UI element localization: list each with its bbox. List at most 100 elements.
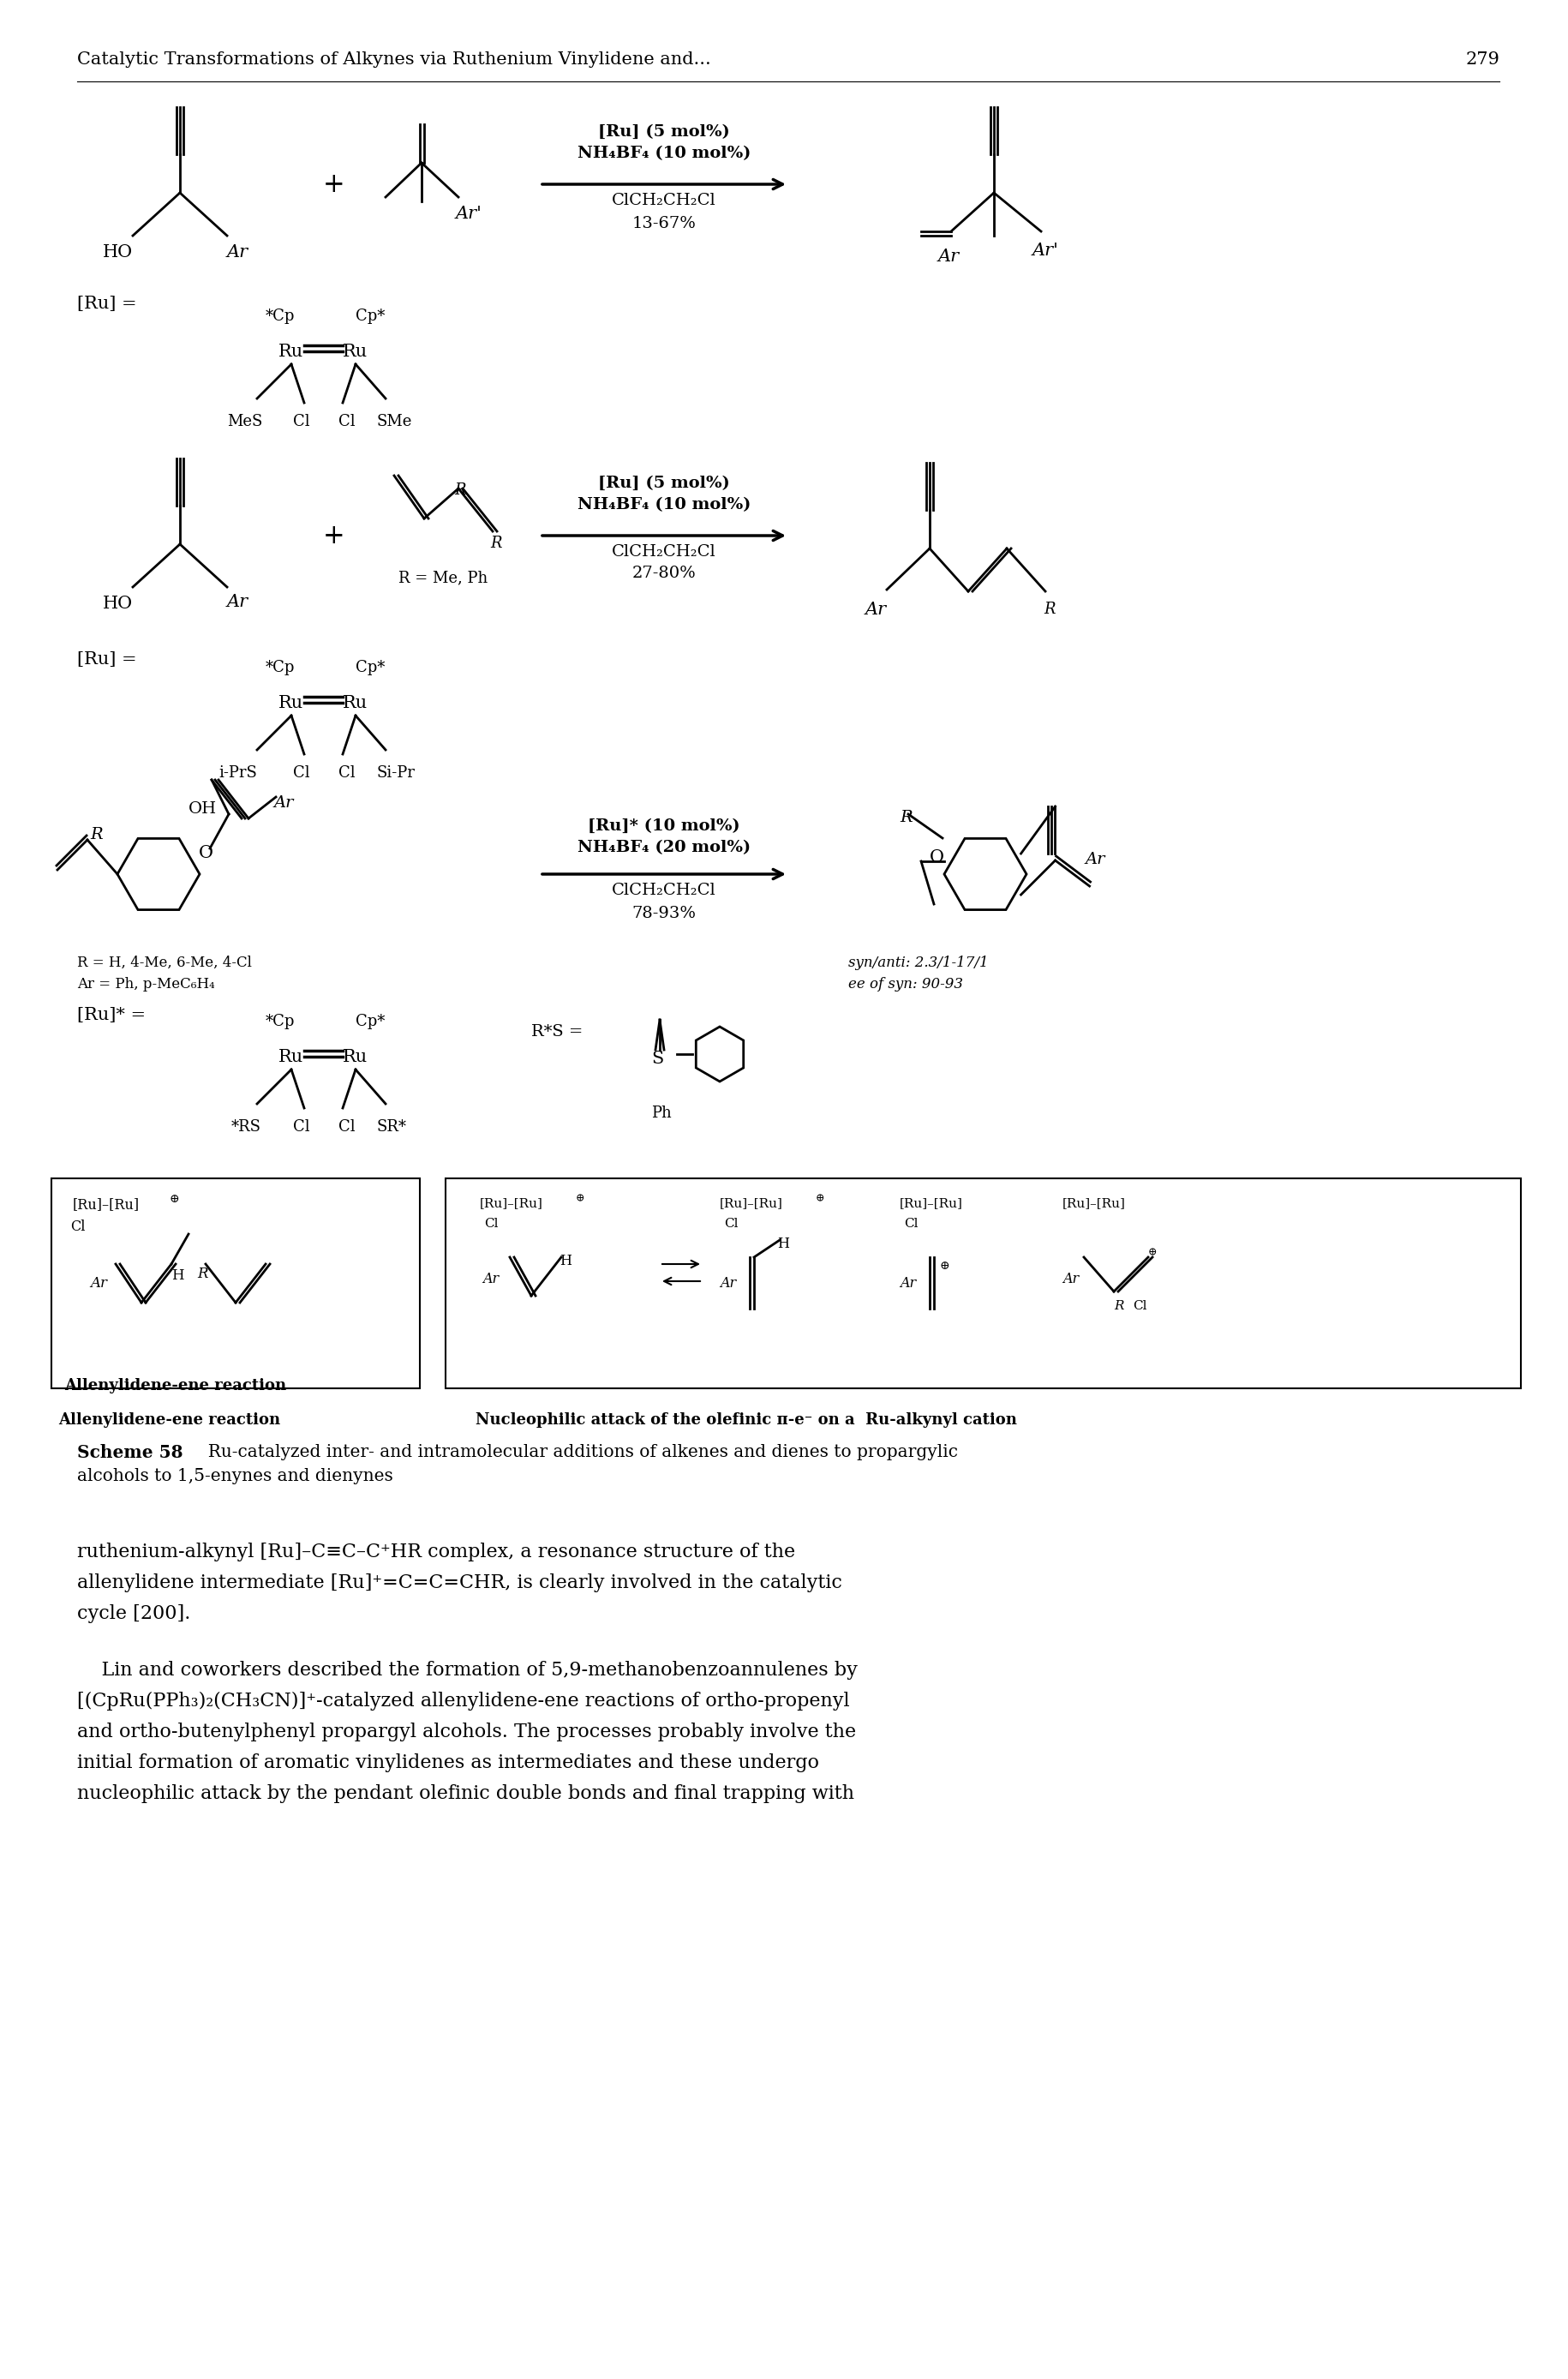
- Text: R = Me, Ph: R = Me, Ph: [398, 571, 488, 585]
- Text: Ar': Ar': [1032, 243, 1058, 259]
- Text: *Cp: *Cp: [265, 1013, 295, 1030]
- Text: R*S =: R*S =: [532, 1023, 583, 1040]
- Text: Cl: Cl: [293, 1118, 310, 1135]
- Text: H: H: [560, 1254, 571, 1268]
- Text: ⊕: ⊕: [815, 1192, 825, 1204]
- Text: initial formation of aromatic vinylidenes as intermediates and these undergo: initial formation of aromatic vinylidene…: [77, 1753, 818, 1772]
- Text: Ar: Ar: [89, 1275, 107, 1289]
- Text: Cl: Cl: [723, 1218, 739, 1230]
- Text: Ru: Ru: [342, 695, 367, 711]
- Text: [Ru]–[Ru]: [Ru]–[Ru]: [480, 1197, 543, 1209]
- Text: ClCH₂CH₂Cl: ClCH₂CH₂Cl: [612, 545, 717, 559]
- Text: Ru: Ru: [278, 695, 303, 711]
- Text: OH: OH: [188, 802, 216, 816]
- Text: [Ru]–[Ru]: [Ru]–[Ru]: [720, 1197, 782, 1209]
- Text: 78-93%: 78-93%: [632, 906, 696, 921]
- Text: 13-67%: 13-67%: [632, 216, 696, 231]
- Text: [Ru]* =: [Ru]* =: [77, 1006, 146, 1023]
- Text: R: R: [898, 809, 911, 826]
- Text: ⊕: ⊕: [1148, 1247, 1157, 1258]
- Text: ClCH₂CH₂Cl: ClCH₂CH₂Cl: [612, 193, 717, 209]
- Text: Ru: Ru: [278, 343, 303, 359]
- Text: MeS: MeS: [227, 414, 262, 428]
- Text: Ar: Ar: [938, 247, 960, 264]
- Text: [Ru] (5 mol%): [Ru] (5 mol%): [597, 476, 729, 490]
- Text: Ar: Ar: [898, 1275, 916, 1289]
- Text: [Ru]–[Ru]: [Ru]–[Ru]: [1062, 1197, 1126, 1209]
- Text: Cl: Cl: [71, 1220, 85, 1235]
- Text: [Ru] (5 mol%): [Ru] (5 mol%): [597, 124, 729, 140]
- Text: alcohols to 1,5-enynes and dienynes: alcohols to 1,5-enynes and dienynes: [77, 1468, 394, 1484]
- Text: ee of syn: 90-93: ee of syn: 90-93: [848, 978, 963, 992]
- Text: [Ru]–[Ru]: [Ru]–[Ru]: [72, 1197, 140, 1211]
- Text: Ar: Ar: [1062, 1270, 1079, 1287]
- Text: Cp*: Cp*: [356, 309, 384, 324]
- Text: R = H, 4-Me, 6-Me, 4-Cl: R = H, 4-Me, 6-Me, 4-Cl: [77, 956, 251, 971]
- Text: Ar': Ar': [456, 205, 481, 221]
- Text: Cl: Cl: [293, 766, 310, 780]
- Text: ⊕: ⊕: [575, 1192, 585, 1204]
- Text: Allenylidene-ene reaction: Allenylidene-ene reaction: [58, 1413, 281, 1427]
- Text: NH₄BF₄ (20 mol%): NH₄BF₄ (20 mol%): [577, 840, 750, 856]
- Text: Nucleophilic attack of the olefinic π-e⁻ on a  Ru-alkynyl cation: Nucleophilic attack of the olefinic π-e⁻…: [475, 1413, 1016, 1427]
- Text: Scheme 58: Scheme 58: [77, 1444, 183, 1461]
- Text: [Ru]* (10 mol%): [Ru]* (10 mol%): [588, 818, 740, 835]
- Text: ⊕: ⊕: [169, 1192, 179, 1204]
- Text: HO: HO: [103, 595, 133, 611]
- Text: NH₄BF₄ (10 mol%): NH₄BF₄ (10 mol%): [577, 497, 751, 511]
- Text: +: +: [323, 523, 345, 550]
- Text: Si-Pr: Si-Pr: [376, 766, 416, 780]
- Text: [Ru]–[Ru]: [Ru]–[Ru]: [898, 1197, 963, 1209]
- Text: O: O: [199, 845, 213, 861]
- Bar: [445, 1178, 1519, 1389]
- Text: Ph: Ph: [651, 1106, 671, 1121]
- Text: O: O: [930, 849, 944, 866]
- Text: Cl: Cl: [485, 1218, 499, 1230]
- Text: SMe: SMe: [376, 414, 412, 428]
- Text: ⊕: ⊕: [939, 1261, 949, 1273]
- Text: R: R: [453, 483, 466, 497]
- Text: [Ru] =: [Ru] =: [77, 652, 136, 668]
- Text: [(CpRu(PPh₃)₂(CH₃CN)]⁺-catalyzed allenylidene-ene reactions of ortho-propenyl: [(CpRu(PPh₃)₂(CH₃CN)]⁺-catalyzed allenyl…: [77, 1691, 850, 1711]
- Text: SR*: SR*: [376, 1118, 406, 1135]
- Text: 279: 279: [1465, 52, 1499, 67]
- Text: [Ru] =: [Ru] =: [77, 295, 136, 312]
- Text: ruthenium-alkynyl [Ru]–C≡C–C⁺HR complex, a resonance structure of the: ruthenium-alkynyl [Ru]–C≡C–C⁺HR complex,…: [77, 1542, 795, 1561]
- Text: *Cp: *Cp: [265, 659, 295, 676]
- Text: R: R: [489, 535, 502, 552]
- Text: and ortho-butenylphenyl propargyl alcohols. The processes probably involve the: and ortho-butenylphenyl propargyl alcoho…: [77, 1722, 856, 1741]
- Text: Cp*: Cp*: [356, 659, 384, 676]
- Text: R: R: [1043, 602, 1055, 616]
- Text: +: +: [323, 171, 345, 197]
- Text: Ar: Ar: [1085, 852, 1105, 868]
- Text: 27-80%: 27-80%: [632, 566, 696, 580]
- Text: Ar: Ar: [866, 602, 886, 619]
- Text: NH₄BF₄ (10 mol%): NH₄BF₄ (10 mol%): [577, 145, 751, 162]
- Text: Ar: Ar: [720, 1275, 735, 1289]
- Text: Ar: Ar: [481, 1270, 499, 1287]
- Text: Cp*: Cp*: [356, 1013, 384, 1030]
- Text: i-PrS: i-PrS: [218, 766, 257, 780]
- Text: *RS: *RS: [230, 1118, 262, 1135]
- Bar: [52, 1178, 420, 1389]
- Text: Cl: Cl: [293, 414, 310, 428]
- Text: R: R: [89, 828, 102, 842]
- Text: Catalytic Transformations of Alkynes via Ruthenium Vinylidene and...: Catalytic Transformations of Alkynes via…: [77, 52, 710, 67]
- Text: H: H: [171, 1268, 183, 1282]
- Text: S: S: [651, 1049, 663, 1066]
- Text: Cl: Cl: [339, 414, 354, 428]
- Text: *Cp: *Cp: [265, 309, 295, 324]
- Text: Ru: Ru: [278, 1049, 303, 1066]
- Text: allenylidene intermediate [Ru]⁺=C=C=CHR, is clearly involved in the catalytic: allenylidene intermediate [Ru]⁺=C=C=CHR,…: [77, 1573, 842, 1592]
- Text: R: R: [1113, 1299, 1123, 1313]
- Text: Ar: Ar: [227, 245, 248, 262]
- Text: Ar = Ph, p-MeC₆H₄: Ar = Ph, p-MeC₆H₄: [77, 978, 215, 992]
- Text: syn/anti: 2.3/1-17/1: syn/anti: 2.3/1-17/1: [848, 956, 988, 971]
- Text: Cl: Cl: [903, 1218, 917, 1230]
- Text: Allenylidene-ene reaction: Allenylidene-ene reaction: [64, 1377, 285, 1394]
- Text: cycle [200].: cycle [200].: [77, 1603, 190, 1622]
- Text: Lin and coworkers described the formation of 5,9-methanobenzoannulenes by: Lin and coworkers described the formatio…: [77, 1661, 858, 1680]
- Text: Ar: Ar: [227, 595, 248, 609]
- Text: R: R: [198, 1266, 207, 1282]
- Text: Cl: Cl: [339, 766, 354, 780]
